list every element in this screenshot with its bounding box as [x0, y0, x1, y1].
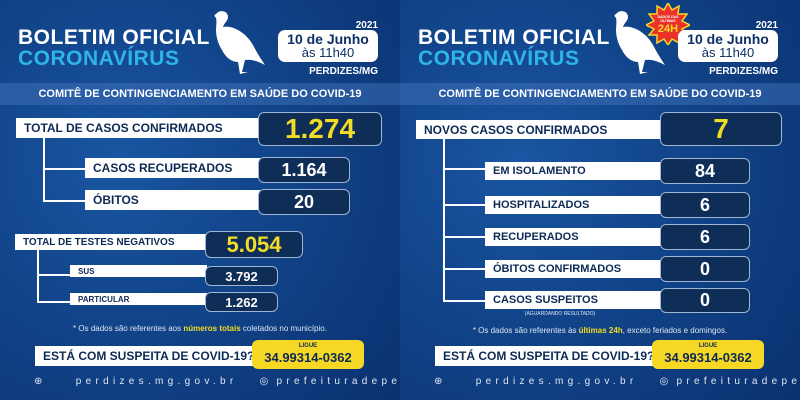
suspected-value: 0 [660, 288, 750, 313]
partridge-logo-icon [214, 11, 265, 74]
footnote-text: * Os dados são referentes às [472, 326, 579, 335]
subtitle: CORONAVÍRUS [18, 47, 180, 70]
suspicion-question: ESTÁ COM SUSPEITA DE COVID-19? [435, 346, 657, 366]
badge-top-text: DADOS DAS ÚLTIMAS [657, 15, 679, 23]
time: às 11h40 [701, 45, 755, 60]
website-link[interactable]: perdizes.mg.gov.br [75, 376, 238, 387]
date-box: 10 de Junho às 11h40 [278, 30, 378, 62]
hospitalized-value: 6 [660, 192, 750, 218]
call-label: LIGUE [698, 343, 718, 349]
negatives-label: TOTAL DE TESTES NEGATIVOS [15, 234, 207, 250]
panel-24h: BOLETIM OFICIAL CORONAVÍRUS DADOS DAS ÚL… [400, 0, 800, 400]
connector-line [443, 268, 485, 270]
title: BOLETIM OFICIAL [18, 26, 210, 49]
date: 10 de Junho [287, 31, 369, 47]
phone-box[interactable]: LIGUE 34.99314-0362 [652, 340, 764, 369]
recovered-value: 1.164 [258, 157, 350, 183]
recovered-value: 6 [660, 224, 750, 250]
deaths-value: 20 [258, 189, 350, 215]
title: BOLETIM OFICIAL [418, 26, 610, 49]
confirmed-value: 1.274 [258, 112, 382, 146]
footnote-highlight: números totais [183, 324, 241, 333]
footnote-text: , exceto feriados e domingos. [622, 326, 728, 335]
globe-icon: ⊕ [34, 376, 54, 387]
city: PERDIZES/MG [309, 66, 378, 77]
phone-box[interactable]: LIGUE 34.99314-0362 [252, 340, 364, 369]
negatives-value: 5.054 [205, 231, 303, 258]
subtitle: CORONAVÍRUS [418, 47, 580, 70]
connector-line [43, 200, 85, 202]
deaths-label: ÓBITOS CONFIRMADOS [485, 260, 662, 278]
connector-line [443, 300, 485, 302]
badge-main-text: 24H [657, 23, 679, 35]
sus-value: 3.792 [205, 266, 278, 286]
connector-line [37, 301, 70, 303]
footnote-highlight: últimas 24h [578, 326, 623, 335]
time: às 11h40 [301, 45, 355, 60]
committee-banner: COMITÊ DE CONTINGENCIAMENTO EM SAÚDE DO … [0, 83, 400, 105]
sus-label: SUS [70, 265, 207, 277]
private-label: PARTICULAR [70, 293, 207, 305]
footer: ⊕ perdizes.mg.gov.br ◎prefeituradeperdize… [434, 376, 800, 387]
instagram-icon: ◎ [659, 376, 673, 387]
website-link[interactable]: perdizes.mg.gov.br [475, 376, 638, 387]
footnote-text: * Os dados são referentes aos [73, 324, 184, 333]
suspicion-question: ESTÁ COM SUSPEITA DE COVID-19? [35, 346, 257, 366]
date-box: 10 de Junho às 11h40 [678, 30, 778, 62]
footnote: * Os dados são referentes às últimas 24h… [400, 326, 800, 335]
connector-line [443, 136, 445, 301]
city: PERDIZES/MG [709, 66, 778, 77]
phone-number[interactable]: 34.99314-0362 [264, 350, 352, 365]
phone-number[interactable]: 34.99314-0362 [664, 350, 752, 365]
new-cases-label: NOVOS CASOS CONFIRMADOS [416, 120, 662, 139]
date: 10 de Junho [687, 31, 769, 47]
globe-icon: ⊕ [434, 376, 454, 387]
connector-line [37, 274, 70, 276]
connector-line [43, 168, 85, 170]
year: 2021 [755, 20, 778, 31]
isolation-value: 84 [660, 158, 750, 184]
deaths-label: ÓBITOS [85, 190, 260, 210]
confirmed-label: TOTAL DE CASOS CONFIRMADOS [16, 118, 260, 138]
recovered-label: RECUPERADOS [485, 228, 662, 246]
private-value: 1.262 [205, 292, 278, 312]
recovered-label: CASOS RECUPERADOS [85, 158, 260, 178]
isolation-label: EM ISOLAMENTO [485, 162, 662, 180]
committee-banner: COMITÊ DE CONTINGENCIAMENTO EM SAÚDE DO … [400, 83, 800, 105]
connector-line [443, 168, 485, 170]
new-cases-value: 7 [660, 112, 782, 146]
partridge-logo-icon [614, 11, 665, 74]
footer: ⊕ perdizes.mg.gov.br ◎prefeituradeperdize… [34, 376, 400, 387]
suspected-sublabel: (AGUARDANDO RESULTADO) [524, 311, 596, 317]
suspected-label: CASOS SUSPEITOS [485, 291, 662, 309]
connector-line [443, 204, 485, 206]
footnote: * Os dados são referentes aos números to… [0, 324, 400, 333]
year: 2021 [355, 20, 378, 31]
instagram-icon: ◎ [259, 376, 273, 387]
footnote-text: coletados no município. [240, 324, 327, 333]
connector-line [443, 236, 485, 238]
hospitalized-label: HOSPITALIZADOS [485, 196, 662, 214]
panel-total: BOLETIM OFICIAL CORONAVÍRUS 2021 10 de J… [0, 0, 400, 400]
instagram-handle[interactable]: prefeituradeperdizes [676, 376, 800, 387]
call-label: LIGUE [298, 343, 318, 349]
deaths-value: 0 [660, 256, 750, 282]
instagram-handle[interactable]: prefeituradeperdizes [276, 376, 401, 387]
